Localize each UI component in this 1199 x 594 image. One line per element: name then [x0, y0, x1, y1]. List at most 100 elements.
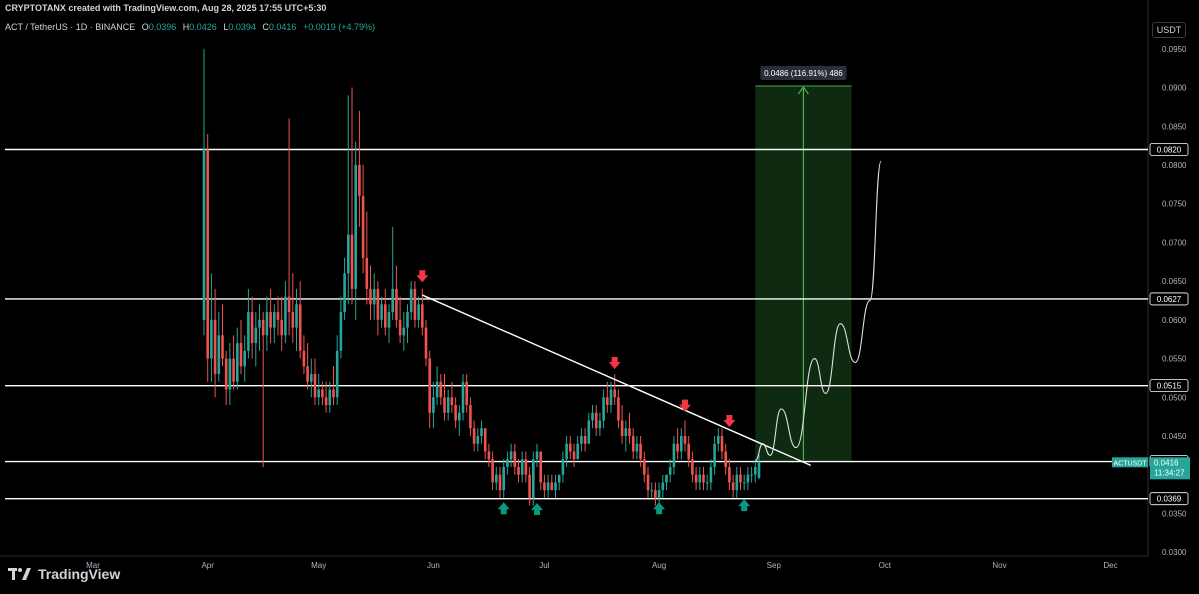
candle-body — [202, 149, 206, 320]
open-value: 0.0396 — [148, 22, 177, 32]
high-label: H — [182, 22, 190, 32]
candle-body — [221, 335, 224, 359]
symbol-title[interactable]: ACT / TetherUS · 1D · BINANCE — [5, 22, 136, 32]
candle-body — [680, 435, 683, 452]
price-tick-label: 0.0800 — [1162, 161, 1187, 170]
candle-body — [546, 482, 550, 491]
tradingview-logo-icon — [8, 568, 31, 580]
time-tick-label: Oct — [879, 561, 892, 570]
close-label: C — [262, 22, 269, 32]
candle-body — [520, 459, 524, 475]
up-arrow-icon — [531, 502, 543, 515]
candle-body — [587, 420, 591, 444]
candle-body — [557, 474, 561, 483]
candle-body — [498, 474, 502, 491]
candle-body — [439, 381, 443, 398]
candle-body — [321, 389, 324, 398]
candle-body — [280, 319, 283, 336]
candle-body — [709, 466, 713, 483]
candle-body — [628, 428, 631, 436]
candle-body — [343, 273, 346, 313]
candle-body — [435, 381, 439, 398]
down-arrow-icon — [608, 356, 621, 369]
candle-body — [232, 358, 235, 382]
candle-body — [213, 319, 217, 375]
candle-body — [247, 312, 250, 351]
price-tick-label: 0.0650 — [1162, 277, 1187, 286]
candle-body — [391, 288, 394, 313]
level-price-tag — [1149, 492, 1189, 506]
low-label: L — [223, 22, 229, 32]
candle-body — [569, 443, 572, 452]
candle-body — [543, 482, 546, 491]
candle-body — [428, 358, 431, 413]
candle-body — [332, 389, 335, 398]
candle-body — [561, 459, 565, 475]
candle-body — [580, 435, 583, 444]
candle-body — [528, 474, 531, 498]
price-tick-label: 0.0750 — [1162, 200, 1187, 209]
candle-body — [409, 288, 413, 313]
target-label-bg — [760, 66, 847, 81]
candle-body — [461, 381, 465, 413]
change-value: +0.0019 (+4.79%) — [302, 22, 375, 32]
candle-body — [495, 474, 498, 483]
candle-body — [691, 459, 694, 475]
level-price-tag — [1149, 143, 1189, 156]
candle-body — [535, 451, 539, 460]
candle-body — [254, 327, 258, 344]
candle-body — [657, 490, 661, 498]
candle-body — [313, 374, 317, 398]
candle-body — [261, 319, 265, 336]
candle-body — [539, 451, 542, 483]
high-value: 0.0426 — [189, 22, 217, 32]
candle-body — [617, 397, 620, 421]
time-tick-label: Dec — [1103, 561, 1117, 570]
candle-body — [506, 459, 509, 467]
projection-path[interactable] — [755, 160, 882, 462]
up-arrow-icon — [653, 502, 666, 515]
candle-body — [517, 466, 520, 475]
candle-body — [206, 149, 209, 359]
candle-body — [372, 288, 376, 305]
candle-body — [387, 312, 391, 328]
descending-trendline[interactable] — [422, 294, 812, 467]
price-tick-label: 0.0900 — [1162, 84, 1187, 93]
candle-body — [757, 462, 761, 478]
candle-body — [676, 443, 679, 452]
candle-body — [606, 397, 609, 406]
time-tick-label: May — [311, 561, 326, 570]
candle-body — [395, 288, 398, 320]
candle-body — [328, 389, 332, 406]
candle-body — [746, 474, 750, 483]
open-label: O — [141, 22, 149, 32]
target-arrow-head — [797, 85, 809, 95]
candle-body — [265, 312, 269, 336]
candle-body — [398, 319, 402, 336]
candle-body — [624, 428, 628, 436]
candle-body — [458, 412, 461, 421]
price-tick-label: 0.0550 — [1162, 355, 1187, 364]
candle-body — [731, 482, 735, 491]
candle-body — [354, 164, 357, 289]
time-tick-label: Jul — [539, 561, 549, 570]
candle-body — [750, 474, 753, 476]
candle-body — [613, 389, 616, 398]
symbol-legend: ACT / TetherUS · 1D · BINANCE O0.0396 H0… — [5, 22, 375, 32]
candle-body — [683, 435, 687, 444]
candle-body — [583, 435, 587, 444]
low-value: 0.0394 — [228, 22, 256, 32]
candle-body — [483, 428, 487, 452]
level-price-tag — [1149, 292, 1189, 306]
price-tick-label: 0.0950 — [1162, 45, 1187, 54]
candle-body — [443, 397, 446, 413]
candle-body — [609, 389, 613, 406]
level-price-label: 0.0627 — [1157, 295, 1182, 304]
tradingview-branding[interactable]: TradingView — [8, 566, 120, 582]
price-tick-label: 0.0600 — [1162, 316, 1187, 325]
candle-body — [502, 466, 505, 491]
currency-unit-button[interactable]: USDT — [1152, 22, 1186, 38]
candle-body — [432, 397, 435, 413]
price-tick-label: 0.0300 — [1162, 548, 1187, 557]
